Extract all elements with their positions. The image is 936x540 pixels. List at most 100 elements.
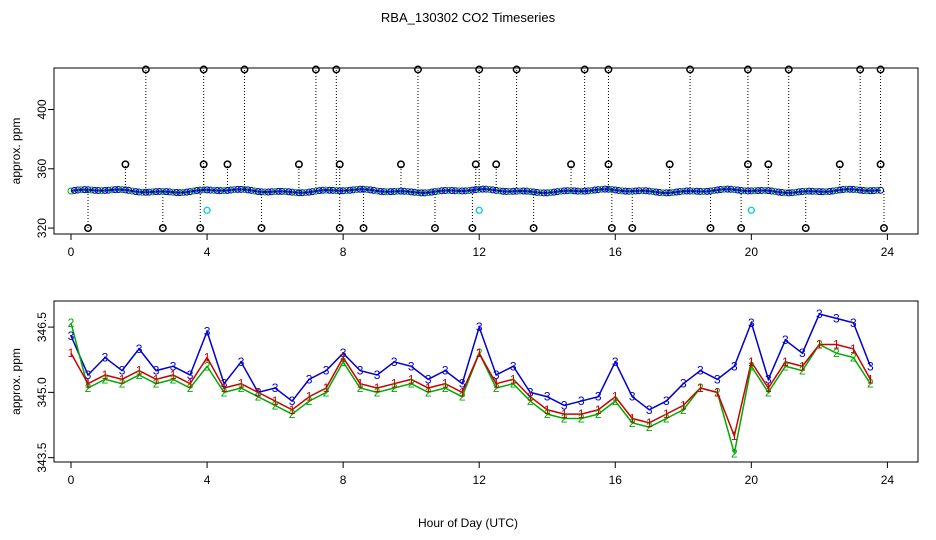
baseline-point — [870, 187, 878, 195]
baseline-point — [407, 188, 415, 196]
baseline-point — [332, 187, 340, 195]
outlier-point — [397, 160, 405, 169]
baseline-point — [94, 187, 102, 195]
series-1-marker: 1 — [850, 342, 857, 356]
baseline-point — [846, 185, 854, 193]
x-tick-label: 0 — [68, 473, 75, 487]
baseline-point — [543, 189, 551, 197]
baseline-point — [312, 187, 320, 195]
y-tick-label: 400 — [35, 99, 49, 119]
baseline-point — [710, 187, 718, 195]
baseline-point — [567, 187, 575, 195]
y-tick-label: 346.5 — [35, 312, 49, 342]
series-3-marker: 3 — [833, 311, 840, 325]
series-3-marker: 3 — [629, 390, 636, 404]
baseline-point — [632, 187, 640, 195]
series-1-marker: 1 — [646, 416, 653, 430]
series-1-marker: 1 — [374, 381, 381, 395]
baseline-point — [550, 188, 558, 196]
series-2-marker: 2 — [782, 359, 789, 373]
baseline-point — [462, 187, 470, 195]
series-2-marker: 2 — [425, 385, 432, 399]
series-3-marker: 3 — [765, 372, 772, 386]
baseline-point — [523, 187, 531, 195]
x-tick-label: 4 — [204, 473, 211, 487]
outlier-point — [880, 224, 888, 233]
baseline-point — [482, 185, 490, 193]
baseline-point — [553, 188, 561, 196]
outlier-point — [294, 160, 303, 169]
series-1-marker: 1 — [714, 385, 721, 399]
outlier-point — [223, 160, 232, 169]
baseline-point — [414, 189, 422, 197]
series-2-marker: 2 — [357, 381, 364, 395]
baseline-point — [445, 186, 453, 194]
outlier-point — [84, 224, 92, 233]
baseline-point — [849, 185, 857, 193]
series-2-marker: 2 — [68, 316, 75, 330]
baseline-point — [434, 187, 442, 195]
baseline-point — [152, 188, 160, 196]
baseline-point — [288, 188, 296, 196]
baseline-point — [360, 185, 368, 193]
series-2-marker: 2 — [629, 416, 636, 430]
x-tick-label: 8 — [340, 245, 347, 259]
series-1-marker: 1 — [629, 411, 636, 425]
plot-frame — [53, 67, 919, 235]
outlier-point — [580, 65, 589, 74]
baseline-point — [829, 187, 837, 195]
baseline-point — [693, 187, 701, 195]
series-2-marker: 2 — [459, 390, 466, 404]
series-1-marker: 1 — [595, 403, 602, 417]
series-2-marker: 2 — [272, 398, 279, 412]
series-1-marker: 1 — [306, 390, 313, 404]
flag-point — [203, 206, 211, 214]
baseline-point — [356, 185, 364, 193]
series-3-marker: 3 — [102, 351, 109, 365]
baseline-point — [768, 187, 776, 195]
baseline-point — [866, 187, 874, 195]
baseline-point — [805, 187, 813, 195]
baseline-point — [74, 186, 82, 194]
baseline-point — [826, 187, 834, 195]
baseline-point — [584, 187, 592, 195]
series-1-marker: 1 — [187, 377, 194, 391]
baseline-point — [210, 186, 218, 194]
series-2-marker: 2 — [646, 420, 653, 434]
baseline-point — [581, 187, 589, 195]
series-1-marker: 1 — [782, 355, 789, 369]
series-2-marker: 2 — [153, 377, 160, 391]
series-2-marker: 2 — [561, 411, 568, 425]
series-1-marker: 1 — [255, 385, 262, 399]
baseline-point — [298, 189, 306, 197]
series-3-marker: 3 — [459, 377, 466, 391]
x-tick-label: 20 — [745, 245, 759, 259]
baseline-point — [121, 186, 129, 194]
baseline-point — [142, 188, 150, 196]
baseline-point — [689, 187, 697, 195]
baseline-point — [601, 185, 609, 193]
series-3-marker: 3 — [867, 359, 874, 373]
baseline-point — [128, 187, 136, 195]
series-1-marker: 1 — [170, 368, 177, 382]
baseline-point — [645, 187, 653, 195]
series-2-marker: 2 — [204, 359, 211, 373]
series-1-marker: 1 — [391, 377, 398, 391]
series-3-marker: 3 — [663, 394, 670, 408]
outlier-point — [196, 224, 205, 233]
series-2-marker: 2 — [323, 385, 330, 399]
series-3-marker: 3 — [493, 368, 500, 382]
series-2-marker: 2 — [442, 381, 449, 395]
baseline-point — [479, 185, 487, 193]
series-1-marker: 1 — [289, 403, 296, 417]
series-1-marker: 1 — [833, 338, 840, 352]
baseline-point — [162, 188, 170, 196]
baseline-point — [672, 188, 680, 196]
baseline-point — [237, 185, 245, 193]
outlier-point — [665, 160, 674, 169]
series-2-marker: 2 — [306, 394, 313, 408]
baseline-point — [489, 186, 497, 194]
baseline-point — [720, 185, 728, 193]
series-3-marker: 3 — [731, 359, 738, 373]
outlier-point — [567, 160, 575, 169]
